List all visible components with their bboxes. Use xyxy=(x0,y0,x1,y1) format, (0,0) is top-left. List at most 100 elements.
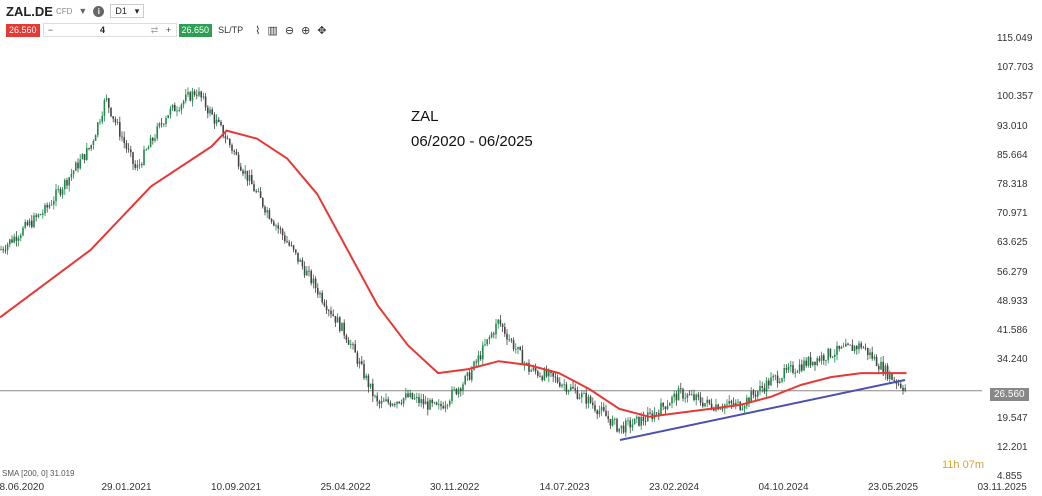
candle-body xyxy=(141,164,143,166)
candle-body xyxy=(75,162,77,171)
candle-body xyxy=(695,394,697,400)
price-axis[interactable]: 115.049 107.703 100.357 93.010 85.664 78.318 7… xyxy=(982,0,1042,496)
candle-body xyxy=(358,361,361,364)
symbol-name[interactable]: ZAL.DE xyxy=(6,3,53,19)
sltp-button[interactable]: SL/TP xyxy=(218,25,244,35)
candle-body xyxy=(266,210,268,213)
candle-body xyxy=(380,400,383,404)
candle-body xyxy=(286,241,288,243)
sma-indicator-label[interactable]: SMA [200, 0] 31.019 xyxy=(2,469,75,478)
candle-body xyxy=(13,236,15,243)
candle-body xyxy=(53,200,55,205)
candle-body xyxy=(598,410,601,415)
candle-body xyxy=(699,397,702,403)
candle-body xyxy=(585,392,587,404)
candle-body xyxy=(363,363,365,379)
candle-body xyxy=(125,142,128,149)
candle-body xyxy=(385,399,387,402)
candle-body xyxy=(427,401,429,410)
candle-body xyxy=(532,367,535,371)
candle-body xyxy=(669,403,671,406)
candle-body xyxy=(605,410,607,417)
quantity-stepper[interactable]: − 4 ⇄ + xyxy=(42,23,177,37)
candle-body xyxy=(796,371,799,373)
plus-icon[interactable]: + xyxy=(165,25,172,35)
candle-body xyxy=(482,345,484,360)
candle-body xyxy=(805,360,807,366)
candle-body xyxy=(242,170,244,174)
x-tick-label: 18.06.2020 xyxy=(0,482,45,493)
zoom-in-icon[interactable]: ⊕ xyxy=(301,24,311,37)
candle-body xyxy=(609,418,612,426)
candle-body xyxy=(820,355,823,361)
candle-body xyxy=(869,352,871,356)
annotation-range: 06/2020 - 06/2025 xyxy=(411,133,533,150)
candle-body xyxy=(325,305,328,311)
candle-body xyxy=(807,357,810,366)
candle-body xyxy=(224,136,227,139)
candle-body xyxy=(317,288,319,295)
candle-body xyxy=(57,189,59,190)
candle-body xyxy=(772,375,774,378)
candle-body xyxy=(741,408,744,410)
candle-body xyxy=(550,371,552,373)
candle-body xyxy=(79,159,81,169)
candle-body xyxy=(556,377,559,383)
candle-body xyxy=(352,343,354,345)
candle-body xyxy=(46,204,48,208)
timeframe-select[interactable]: D1 ▾ xyxy=(110,4,145,18)
candle-body xyxy=(433,402,436,404)
candle-body xyxy=(248,174,251,181)
zoom-out-icon[interactable]: ⊖ xyxy=(284,24,295,37)
candle-body xyxy=(130,149,132,153)
candle-body xyxy=(240,166,242,171)
candle-body xyxy=(424,401,427,405)
candle-body xyxy=(853,346,856,351)
candle-body xyxy=(743,406,746,409)
candle-body xyxy=(616,418,618,432)
candle-body xyxy=(15,236,18,241)
candle-body xyxy=(873,356,876,359)
minus-icon[interactable]: − xyxy=(47,25,54,35)
candle-body xyxy=(198,91,200,96)
candle-body xyxy=(466,372,469,376)
candle-body xyxy=(132,152,134,165)
candle-body xyxy=(581,393,583,398)
candle-body xyxy=(508,339,510,341)
candle-body xyxy=(369,383,372,388)
candle-body xyxy=(880,361,882,370)
candle-body xyxy=(512,340,515,350)
symbol-dropdown-icon[interactable]: ▼ xyxy=(78,6,88,16)
candle-body xyxy=(455,388,458,395)
candle-body xyxy=(253,184,255,192)
line-chart-icon[interactable]: ⌇ xyxy=(255,24,261,37)
info-icon[interactable]: i xyxy=(93,5,105,17)
time-axis[interactable]: 18.06.2020 29.01.2021 10.09.2021 25.04.2022… xyxy=(0,480,1042,496)
price-chart[interactable] xyxy=(0,0,982,478)
swap-icon[interactable]: ⇄ xyxy=(150,24,159,35)
sell-button[interactable]: 26.560 xyxy=(6,23,40,37)
candle-body xyxy=(321,292,323,303)
candle-body xyxy=(589,396,592,403)
candles-icon[interactable]: ▥ xyxy=(267,24,278,37)
candle-body xyxy=(600,407,603,411)
candle-body xyxy=(336,317,339,323)
buy-button[interactable]: 26.650 xyxy=(178,23,213,37)
candle-body xyxy=(552,372,554,377)
candle-body xyxy=(119,122,121,137)
candle-body xyxy=(121,136,123,138)
candle-body xyxy=(719,408,722,410)
candle-body xyxy=(534,367,537,372)
sma-line xyxy=(0,129,907,418)
candle-body xyxy=(754,394,757,397)
candle-body xyxy=(83,154,86,160)
candle-body xyxy=(660,402,662,416)
crosshair-icon[interactable]: ✥ xyxy=(317,24,327,37)
y-tick-label: 115.049 xyxy=(997,33,1033,44)
candle-body xyxy=(774,375,777,377)
candle-body xyxy=(262,197,264,207)
candle-body xyxy=(281,229,284,236)
quantity-value[interactable]: 4 xyxy=(100,25,106,35)
candle-body xyxy=(735,402,737,406)
candle-body xyxy=(101,115,103,122)
